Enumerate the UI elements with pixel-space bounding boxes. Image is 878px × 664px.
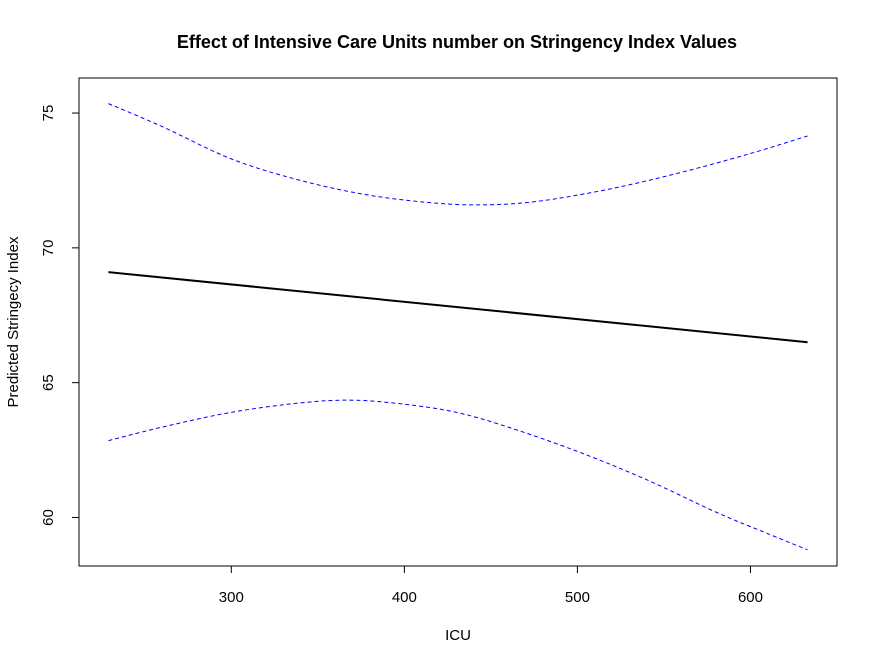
chart-title: Effect of Intensive Care Units number on…: [177, 32, 737, 52]
series-line-1: [108, 103, 808, 206]
plot-frame: [78, 77, 838, 567]
y-axis: 60 65 70 75: [40, 105, 79, 526]
series-line-0: [108, 271, 808, 344]
y-tick-label-0: 60: [40, 509, 57, 526]
x-tick-label-2: 500: [565, 589, 590, 606]
x-tick-label-3: 600: [738, 589, 763, 606]
series-line-2: [108, 399, 808, 551]
x-tick-label-0: 300: [219, 589, 244, 606]
x-tick-label-1: 400: [392, 589, 417, 606]
y-tick-label-3: 75: [40, 105, 57, 122]
x-axis-label: ICU: [445, 627, 471, 644]
y-tick-label-1: 65: [40, 374, 57, 391]
y-axis-label: Predicted Stringecy Index: [5, 236, 22, 407]
y-tick-label-2: 70: [40, 240, 57, 257]
x-axis: 300 400 500 600: [219, 566, 763, 606]
series-layer: [108, 103, 808, 551]
